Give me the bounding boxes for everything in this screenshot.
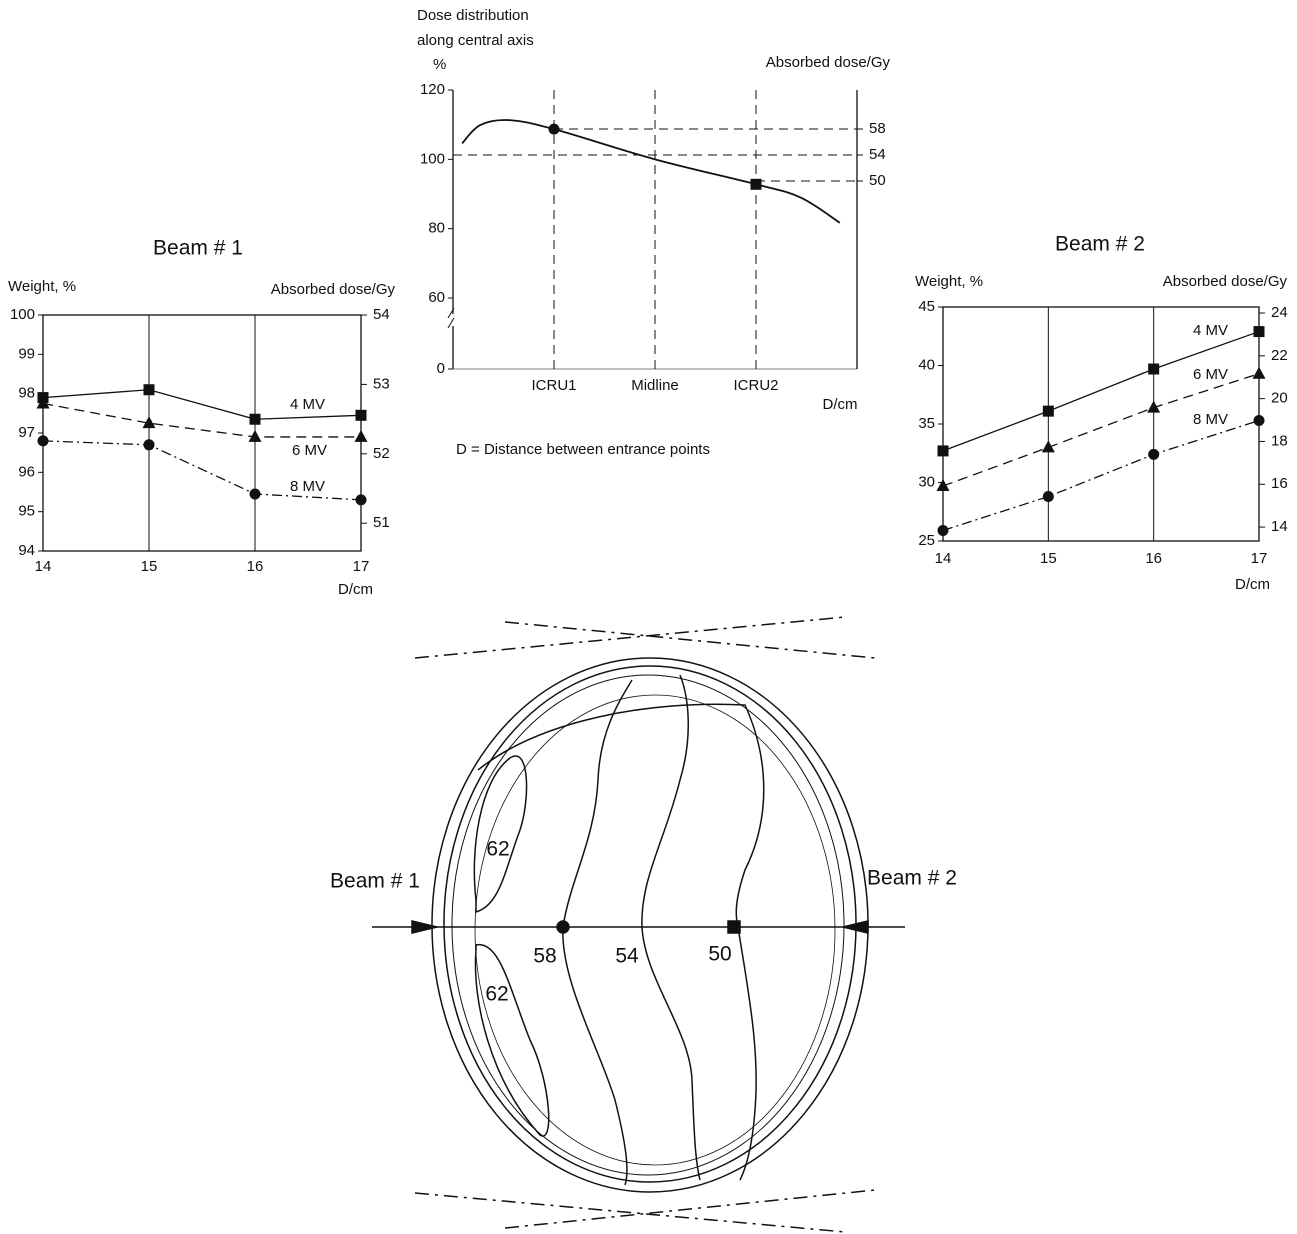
y-tick-label: 120 <box>420 81 445 98</box>
chart-title: Beam # 2 <box>1055 233 1145 256</box>
y2-tick-label: 53 <box>373 375 390 392</box>
marker <box>356 494 367 505</box>
marker <box>938 445 949 456</box>
note: D = Distance between entrance points <box>456 441 710 458</box>
y-tick-label: 99 <box>18 345 35 362</box>
marker <box>1254 326 1265 337</box>
y-tick-label: 98 <box>18 385 35 402</box>
x-tick-label: 17 <box>1251 550 1268 567</box>
isodose-label: 62 <box>486 838 509 861</box>
series-label: 4 MV <box>1193 322 1228 339</box>
y-tick-label: 60 <box>428 289 445 306</box>
marker <box>1043 491 1054 502</box>
y-axis-label: Weight, % <box>8 278 76 295</box>
x-tick-label: 14 <box>935 550 952 567</box>
isodose-label: 54 <box>615 945 639 968</box>
marker <box>144 439 155 450</box>
y-tick-label: 94 <box>18 542 35 559</box>
y2-tick-label: 18 <box>1271 432 1288 449</box>
y-tick-label: 35 <box>918 415 935 432</box>
marker <box>1043 406 1054 417</box>
beam-label: Beam # 1 <box>330 870 420 893</box>
marker <box>250 488 261 499</box>
x-tick-label: 15 <box>1040 550 1057 567</box>
series-label: 4 MV <box>290 396 325 413</box>
isodose-label: 58 <box>533 945 556 968</box>
y2-tick-label: 51 <box>373 514 390 531</box>
x-tick-label: 16 <box>1145 550 1162 567</box>
icru-point <box>557 921 569 933</box>
y-axis-label: Weight, % <box>915 273 983 290</box>
x-tick-label: ICRU1 <box>531 377 576 394</box>
marker <box>1254 415 1265 426</box>
background <box>0 0 1297 1234</box>
y-tick-label: 97 <box>18 424 35 441</box>
isodose-label: 50 <box>708 943 731 966</box>
y2-tick-label: 22 <box>1271 347 1288 364</box>
y2-axis-label: Absorbed dose/Gy <box>271 281 396 298</box>
marker <box>549 124 560 135</box>
x-axis-label: D/cm <box>823 396 858 413</box>
x-tick-label: 15 <box>141 558 158 575</box>
figure: Beam # 1 Beam # 2 62 62 58 54 50 ICRU1 Mi… <box>0 0 1297 1234</box>
y2-axis-label: Absorbed dose/Gy <box>766 54 891 71</box>
series-label: 6 MV <box>292 442 327 459</box>
y2-tick-label: 58 <box>869 120 886 137</box>
series-label: 8 MV <box>1193 411 1228 428</box>
x-tick-label: 17 <box>353 558 370 575</box>
series-label: 6 MV <box>1193 366 1228 383</box>
icru-point <box>728 921 740 933</box>
x-tick-label: Midline <box>631 377 679 394</box>
y-tick-label: 100 <box>10 306 35 323</box>
y2-tick-label: 50 <box>869 172 886 189</box>
chart-title: Dose distribution <box>417 7 529 24</box>
marker <box>1148 364 1159 375</box>
marker <box>751 179 762 190</box>
x-tick-label: 14 <box>35 558 52 575</box>
y-tick-label: 96 <box>18 463 35 480</box>
marker <box>938 525 949 536</box>
y2-tick-label: 54 <box>373 306 390 323</box>
y-axis-label: % <box>433 56 446 73</box>
y2-tick-label: 24 <box>1271 304 1288 321</box>
y-tick-label: 0 <box>437 360 445 377</box>
y2-tick-label: 20 <box>1271 390 1288 407</box>
y-tick-label: 80 <box>428 220 445 237</box>
marker <box>356 410 367 421</box>
chart-title: Beam # 1 <box>153 237 243 260</box>
marker <box>1148 449 1159 460</box>
y2-tick-label: 54 <box>869 146 886 163</box>
y-tick-label: 40 <box>918 356 935 373</box>
beam-label: Beam # 2 <box>867 867 957 890</box>
y-tick-label: 25 <box>918 532 935 549</box>
x-tick-label: 16 <box>247 558 264 575</box>
series-label: 8 MV <box>290 478 325 495</box>
isodose-label: 62 <box>485 983 508 1006</box>
y2-axis-label: Absorbed dose/Gy <box>1163 273 1288 290</box>
y-tick-label: 30 <box>918 473 935 490</box>
x-axis-label: D/cm <box>1235 576 1270 593</box>
y2-tick-label: 14 <box>1271 518 1288 535</box>
marker <box>38 435 49 446</box>
marker <box>144 384 155 395</box>
y2-tick-label: 52 <box>373 445 390 462</box>
marker <box>250 414 261 425</box>
y-tick-label: 95 <box>18 503 35 520</box>
y-tick-label: 45 <box>918 298 935 315</box>
x-axis-label: D/cm <box>338 581 373 598</box>
chart-title: along central axis <box>417 32 534 49</box>
y2-tick-label: 16 <box>1271 475 1288 492</box>
x-tick-label: ICRU2 <box>733 377 778 394</box>
y-tick-label: 100 <box>420 150 445 167</box>
